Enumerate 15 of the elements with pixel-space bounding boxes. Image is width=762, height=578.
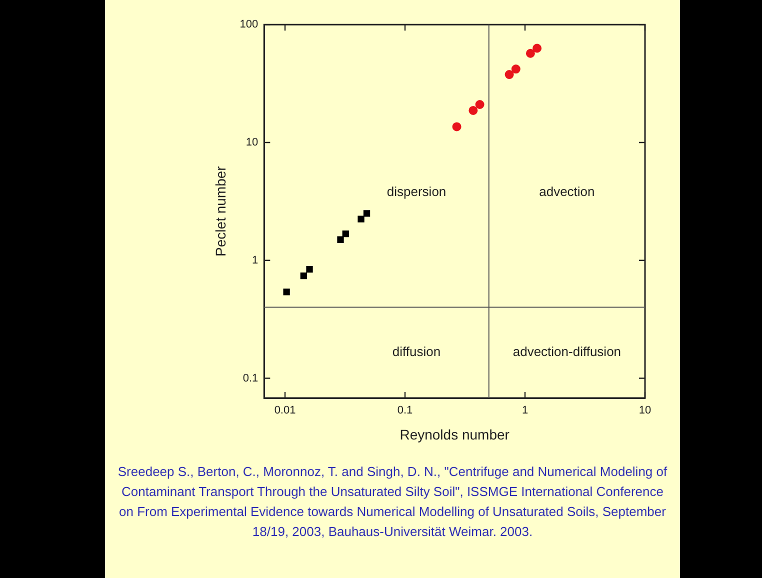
x-tick-label: 10 [638,404,652,417]
y-tick-label: 100 [240,18,258,31]
y-tick-label: 0.1 [242,372,258,384]
x-tick-label: 0.01 [274,404,296,417]
text: Sreedeep S., Berton, C., Moronnoz, T. and Singh, D. N., "Centrifuge and Numerical Modeling of Contaminant Transport Through the Unsaturated Silty Soil", ISSMGE International Conference on From Experimental Evidence towards Numerical Modelling of Unsaturated Soils, September 18/19, 2003, Bauhaus-Universität Weimar. 2003. [116,463,668,541]
annotation: diffusion [392,344,441,360]
y-tick-label: 10 [246,136,258,149]
y-axis-title: Peclet number [212,166,228,256]
annotation: dispersion [386,184,446,199]
x-tick-label: 1 [522,404,528,417]
y-tick-label: 1 [252,254,258,266]
x-tick-label: 0.1 [397,404,413,417]
annotation: advection [539,184,595,199]
annotation: advection-diffusion [512,344,622,360]
x-axis-title: Reynolds number [400,426,510,442]
